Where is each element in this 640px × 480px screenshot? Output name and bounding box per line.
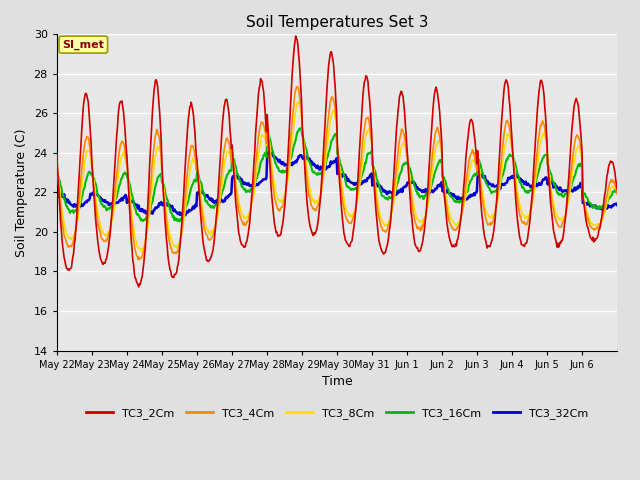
Legend: TC3_2Cm, TC3_4Cm, TC3_8Cm, TC3_16Cm, TC3_32Cm: TC3_2Cm, TC3_4Cm, TC3_8Cm, TC3_16Cm, TC3… <box>81 404 593 423</box>
Text: SI_met: SI_met <box>62 39 104 50</box>
Title: Soil Temperatures Set 3: Soil Temperatures Set 3 <box>246 15 428 30</box>
X-axis label: Time: Time <box>321 375 353 388</box>
Y-axis label: Soil Temperature (C): Soil Temperature (C) <box>15 128 28 256</box>
